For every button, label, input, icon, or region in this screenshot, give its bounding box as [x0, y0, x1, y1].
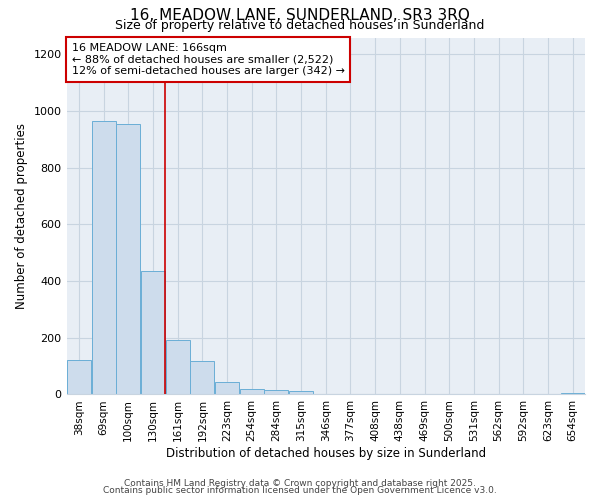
- Bar: [166, 340, 190, 394]
- Bar: [289, 391, 313, 394]
- Bar: [141, 271, 165, 394]
- Text: 16, MEADOW LANE, SUNDERLAND, SR3 3RQ: 16, MEADOW LANE, SUNDERLAND, SR3 3RQ: [130, 8, 470, 22]
- Bar: [92, 121, 116, 394]
- Bar: [190, 361, 214, 394]
- Bar: [67, 360, 91, 394]
- Text: Contains public sector information licensed under the Open Government Licence v3: Contains public sector information licen…: [103, 486, 497, 495]
- Text: Size of property relative to detached houses in Sunderland: Size of property relative to detached ho…: [115, 18, 485, 32]
- Bar: [265, 390, 289, 394]
- Bar: [560, 393, 584, 394]
- Text: 16 MEADOW LANE: 166sqm
← 88% of detached houses are smaller (2,522)
12% of semi-: 16 MEADOW LANE: 166sqm ← 88% of detached…: [72, 43, 345, 76]
- X-axis label: Distribution of detached houses by size in Sunderland: Distribution of detached houses by size …: [166, 447, 486, 460]
- Text: Contains HM Land Registry data © Crown copyright and database right 2025.: Contains HM Land Registry data © Crown c…: [124, 478, 476, 488]
- Y-axis label: Number of detached properties: Number of detached properties: [15, 123, 28, 309]
- Bar: [215, 382, 239, 394]
- Bar: [240, 389, 263, 394]
- Bar: [116, 124, 140, 394]
